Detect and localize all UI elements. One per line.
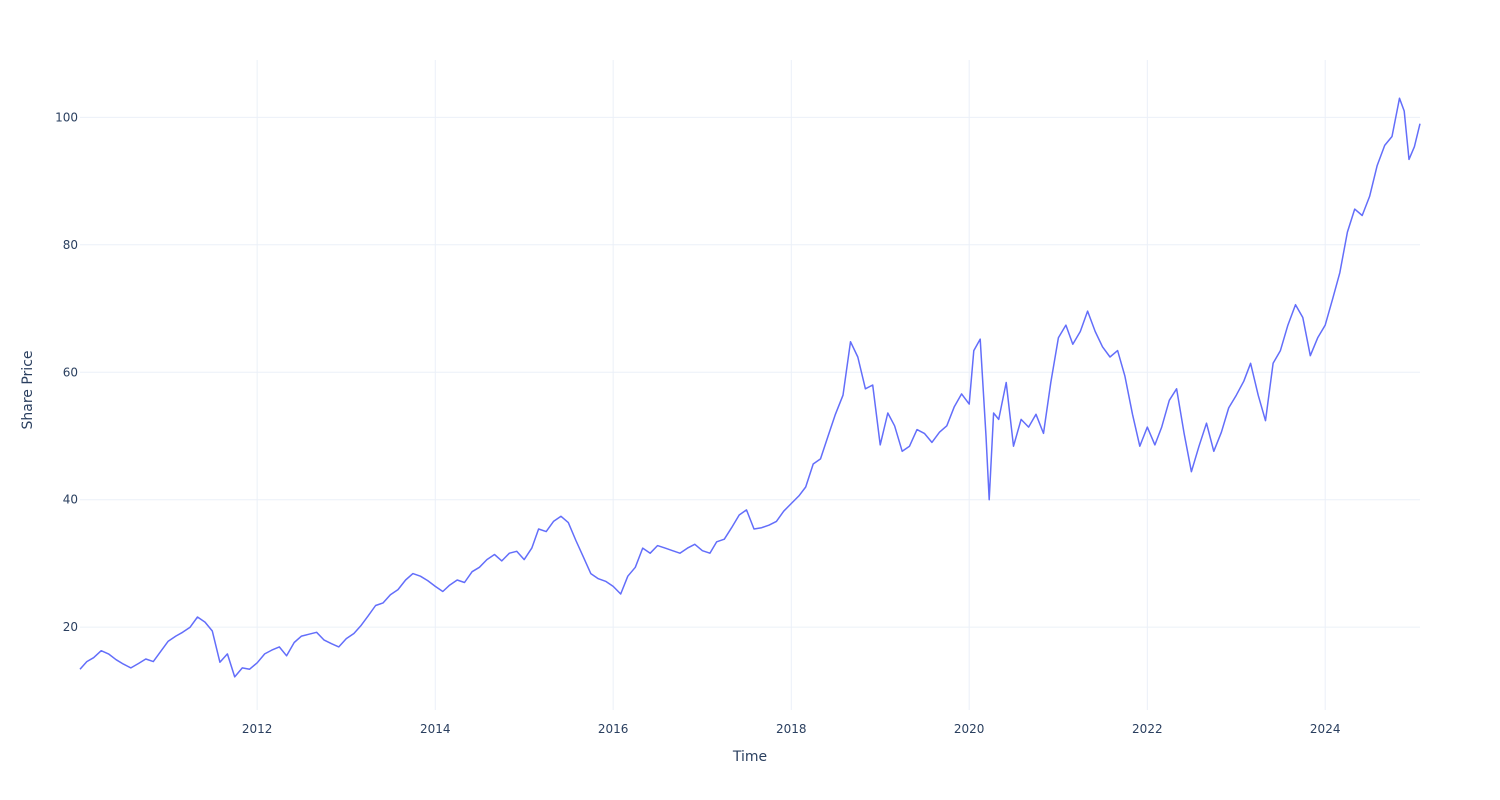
price-series-line (79, 97, 1421, 678)
x-axis-title: Time (732, 749, 767, 765)
y-tick-label: 80 (63, 238, 78, 252)
y-tick-label: 20 (63, 620, 78, 634)
x-tick-label: 2018 (776, 722, 807, 736)
y-gridlines (80, 116, 1420, 628)
x-tick-label: 2022 (1132, 722, 1163, 736)
x-tick-label: 2020 (954, 722, 985, 736)
x-tick-label: 2024 (1310, 722, 1341, 736)
x-tick-label: 2014 (420, 722, 451, 736)
y-tick-label: 40 (63, 493, 78, 507)
y-axis-title: Share Price (20, 350, 36, 429)
y-axis-tick-labels: 20 40 60 80 100 (55, 110, 78, 634)
series-layer (79, 97, 1421, 678)
x-gridlines (256, 60, 1326, 710)
y-tick-label: 60 (63, 365, 78, 379)
y-tick-label: 100 (55, 110, 78, 124)
x-axis-tick-labels: 2012 2014 2016 2018 2020 2022 2024 (242, 722, 1341, 736)
x-tick-label: 2016 (598, 722, 629, 736)
x-tick-label: 2012 (242, 722, 273, 736)
